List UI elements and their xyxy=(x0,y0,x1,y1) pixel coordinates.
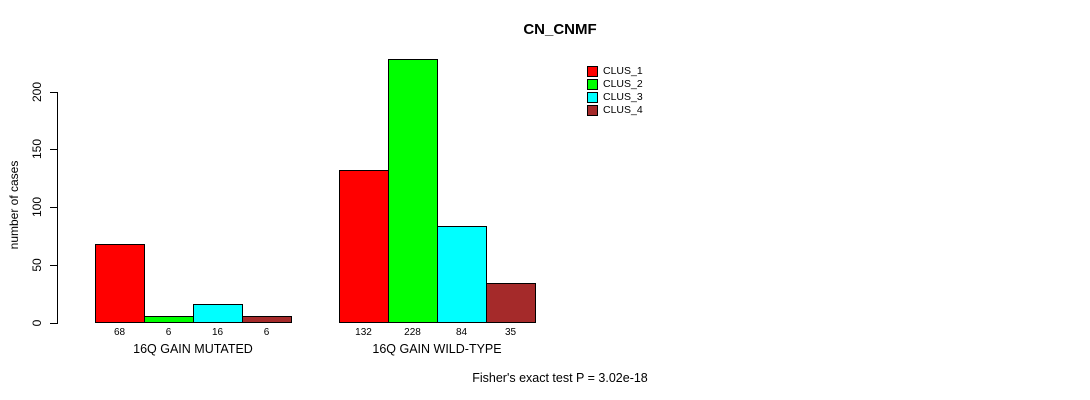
y-axis-tick-label: 50 xyxy=(30,258,44,272)
legend-item: CLUS_2 xyxy=(587,79,643,90)
y-axis-tick-label: 150 xyxy=(30,138,44,160)
legend-item: CLUS_3 xyxy=(587,92,643,103)
bar-clus_2-group1 xyxy=(144,316,194,323)
y-axis-tick-label: 200 xyxy=(30,81,44,103)
bar-value-label: 16 xyxy=(211,327,224,338)
y-axis-tick xyxy=(50,323,57,324)
legend-swatch-clus_1 xyxy=(587,66,598,77)
bar-value-label: 228 xyxy=(404,327,421,338)
bar-value-label: 35 xyxy=(504,327,517,338)
y-axis-line xyxy=(57,92,58,324)
fisher-test-note: Fisher's exact test P = 3.02e-18 xyxy=(472,371,648,385)
legend-swatch-clus_2 xyxy=(587,79,598,90)
bar-clus_4-group2 xyxy=(486,283,536,323)
y-axis-tick xyxy=(50,149,57,150)
bar-clus_2-group2 xyxy=(388,59,438,323)
bar-value-label: 68 xyxy=(113,327,126,338)
legend-label: CLUS_1 xyxy=(603,65,643,77)
bar-clus_3-group1 xyxy=(193,304,243,323)
y-axis-tick xyxy=(50,92,57,93)
chart-title: CN_CNMF xyxy=(523,21,597,38)
bar-clus_1-group1 xyxy=(95,244,145,323)
y-axis-tick-label: 0 xyxy=(30,319,44,327)
y-axis-tick-label: 100 xyxy=(30,196,44,218)
bar-clus_3-group2 xyxy=(437,226,487,323)
legend-item: CLUS_1 xyxy=(587,66,643,77)
y-axis-tick xyxy=(50,265,57,266)
x-axis-group-label: 16Q GAIN WILD-TYPE xyxy=(372,342,502,356)
y-axis-label: number of cases xyxy=(7,160,21,250)
legend-label: CLUS_4 xyxy=(603,104,643,116)
bar-value-label: 84 xyxy=(455,327,468,338)
bar-value-label: 6 xyxy=(165,327,172,338)
legend-label: CLUS_2 xyxy=(603,78,643,90)
legend-label: CLUS_3 xyxy=(603,91,643,103)
bar-clus_4-group1 xyxy=(242,316,292,323)
x-axis-group-label: 16Q GAIN MUTATED xyxy=(133,342,253,356)
legend: CLUS_1 CLUS_2 CLUS_3 CLUS_4 xyxy=(587,66,643,118)
legend-swatch-clus_4 xyxy=(587,105,598,116)
legend-swatch-clus_3 xyxy=(587,92,598,103)
bar-clus_1-group2 xyxy=(339,170,389,323)
y-axis-tick xyxy=(50,207,57,208)
bar-value-label: 6 xyxy=(263,327,270,338)
bar-value-label: 132 xyxy=(355,327,372,338)
legend-item: CLUS_4 xyxy=(587,105,643,116)
